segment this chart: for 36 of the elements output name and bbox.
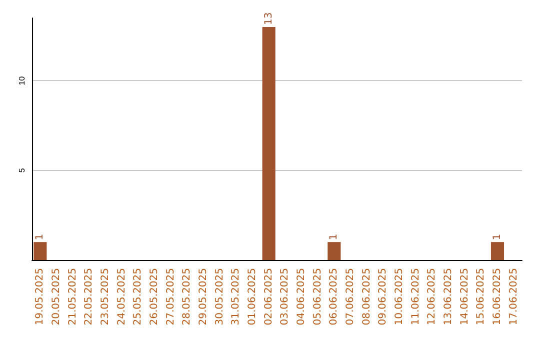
- x-tick-label: 11.06.2025: [410, 268, 422, 326]
- x-tick-label: 04.06.2025: [296, 268, 307, 326]
- x-tick-label: 13.06.2025: [443, 268, 454, 326]
- x-tick-label: 24.05.2025: [116, 268, 128, 326]
- x-tick-label: 26.05.2025: [149, 268, 160, 326]
- x-tick-label: 21.05.2025: [67, 268, 78, 326]
- x-tick-label: 07.06.2025: [345, 268, 356, 326]
- x-tick-label: 05.06.2025: [312, 268, 324, 326]
- data-label: 1: [492, 234, 503, 240]
- x-tick-label: 27.05.2025: [165, 268, 176, 326]
- data-label: 1: [328, 234, 340, 240]
- x-tick-label: 31.05.2025: [230, 268, 242, 326]
- x-tick-label: 10.06.2025: [394, 268, 405, 326]
- x-tick-label: 28.05.2025: [182, 268, 193, 326]
- data-label: 1: [34, 234, 46, 240]
- x-tick-label: 17.06.2025: [508, 268, 520, 326]
- x-tick-label: 03.06.2025: [280, 268, 291, 326]
- x-tick-label: 01.06.2025: [247, 268, 258, 326]
- x-tick-label: 15.06.2025: [476, 268, 487, 326]
- x-tick-label: 23.05.2025: [100, 268, 111, 326]
- x-tick-label: 30.05.2025: [214, 268, 226, 326]
- x-tick-label: 09.06.2025: [378, 268, 389, 326]
- y-tick-label: 10: [18, 76, 26, 86]
- y-tick-label: 5: [18, 168, 26, 173]
- x-tick-label: 29.05.2025: [198, 268, 209, 326]
- x-tick-label: 19.05.2025: [34, 268, 46, 326]
- x-tick-label: 22.05.2025: [84, 268, 95, 326]
- x-tick-label: 20.05.2025: [51, 268, 62, 326]
- x-tick-label: 16.06.2025: [492, 268, 503, 326]
- x-tick-label: 08.06.2025: [361, 268, 372, 326]
- x-tick-label: 12.06.2025: [426, 268, 438, 326]
- x-tick-label: 06.06.2025: [328, 268, 340, 326]
- x-tick-label: 02.06.2025: [263, 268, 274, 326]
- x-tick-label: 14.06.2025: [459, 268, 470, 326]
- data-label: 13: [263, 12, 274, 25]
- x-tick-label: 25.05.2025: [132, 268, 144, 326]
